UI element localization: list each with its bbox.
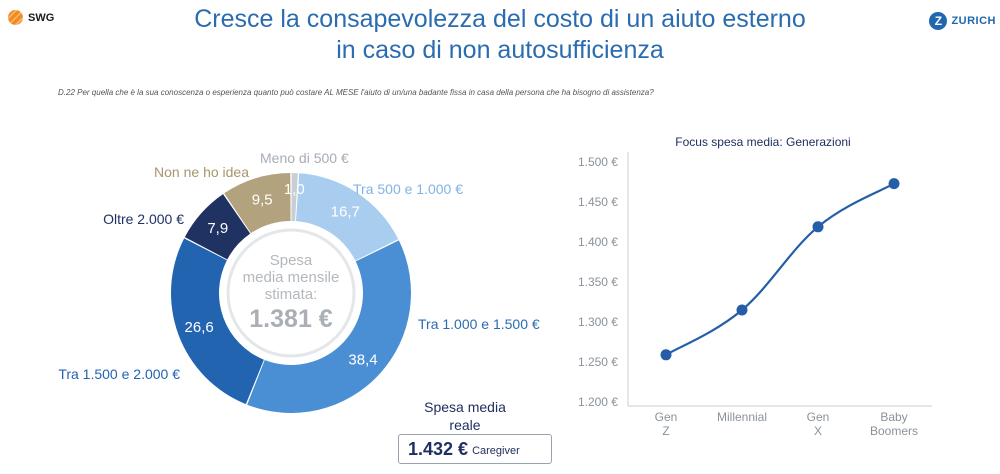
y-tick-label: 1.500 €	[578, 155, 618, 169]
y-tick-label: 1.300 €	[578, 315, 618, 329]
page-title-line2: in caso di non autosufficienza	[336, 36, 664, 64]
zurich-logo-icon: Z	[929, 12, 948, 30]
line-chart-title-bold: Focus spesa media	[675, 135, 779, 149]
swg-logo-icon	[8, 10, 23, 25]
donut-category-label: Non ne ho idea	[154, 164, 249, 180]
caregiver-box: 1.432 € Caregiver	[398, 434, 552, 464]
y-tick-label: 1.400 €	[578, 235, 618, 249]
y-tick-label: 1.350 €	[578, 275, 618, 289]
caregiver-title-line1: Spesa media	[424, 399, 506, 415]
line-chart-title: Focus spesa media: Generazioni	[675, 135, 850, 149]
y-tick-label: 1.200 €	[578, 395, 618, 409]
donut-labels: 1,0 Meno di 500 € 16,7 Tra 500 e 1.000 € 38,…	[58, 150, 540, 382]
donut-center-line1: Spesa	[270, 252, 313, 269]
x-tick-label: Baby Boomers	[870, 410, 918, 438]
donut-value-label: 26,6	[185, 319, 214, 336]
donut-value-label: 7,9	[207, 220, 228, 237]
page-title: Cresce la consapevolezza del costo di un…	[120, 4, 880, 66]
line-points	[660, 178, 900, 361]
y-tick-labels: 1.200 € 1.250 € 1.300 € 1.350 € 1.400 € 1.450…	[578, 155, 618, 409]
donut-slice	[171, 238, 264, 405]
line-chart-title-rest: : Generazioni	[779, 135, 850, 149]
swg-logo: SWG	[8, 10, 54, 25]
line-series-path	[665, 182, 895, 356]
donut-center-line2: media mensile	[243, 269, 340, 286]
caregiver-title: Spesa media reale	[415, 398, 515, 434]
page-title-line1: Cresce la consapevolezza del costo di un…	[194, 5, 806, 33]
donut-category-label: Oltre 2.000 €	[103, 211, 184, 227]
donut-slice	[295, 173, 399, 261]
donut-category-label: Tra 1.000 e 1.500 €	[418, 316, 540, 332]
zurich-logo-text: ZURICH	[951, 15, 996, 27]
donut-slice	[247, 240, 412, 414]
donut-slice	[184, 194, 251, 260]
caregiver-value: 1.432 €	[408, 438, 469, 459]
donut-center-ring	[226, 228, 356, 358]
donut-center-value: 1.381 €	[249, 305, 333, 333]
x-tick-labels: Gen Z Millennial Gen X Baby Boomers	[655, 410, 918, 438]
donut-center-line3: stimata:	[265, 286, 318, 303]
donut-slice	[291, 173, 298, 222]
donut-value-label: 1,0	[284, 181, 305, 198]
donut-category-label: Tra 500 e 1.000 €	[353, 181, 463, 197]
donut-slice	[224, 173, 291, 234]
x-tick-label: Gen Z	[655, 410, 678, 438]
donut-slices	[171, 173, 412, 414]
donut-category-label: Tra 1.500 e 2.000 €	[58, 366, 180, 382]
x-tick-label: Gen X	[807, 410, 830, 438]
line-point	[888, 178, 900, 190]
donut-value-label: 38,4	[348, 351, 377, 368]
donut-value-label: 9,5	[252, 191, 273, 208]
x-tick-label: Millennial	[717, 410, 767, 424]
caregiver-title-line2: reale	[449, 417, 481, 433]
swg-logo-text: SWG	[28, 11, 55, 24]
zurich-logo: Z ZURICH	[929, 12, 996, 30]
donut-category-label: Meno di 500 €	[260, 150, 349, 166]
line-point	[812, 221, 824, 233]
line-point	[736, 304, 748, 316]
caregiver-label: Caregiver	[472, 445, 520, 457]
y-tick-label: 1.250 €	[578, 355, 618, 369]
survey-question: D.22 Per quella che è la sua conoscenza …	[58, 88, 654, 97]
y-tick-label: 1.450 €	[578, 195, 618, 209]
line-point	[660, 349, 672, 361]
donut-value-label: 16,7	[331, 203, 360, 220]
